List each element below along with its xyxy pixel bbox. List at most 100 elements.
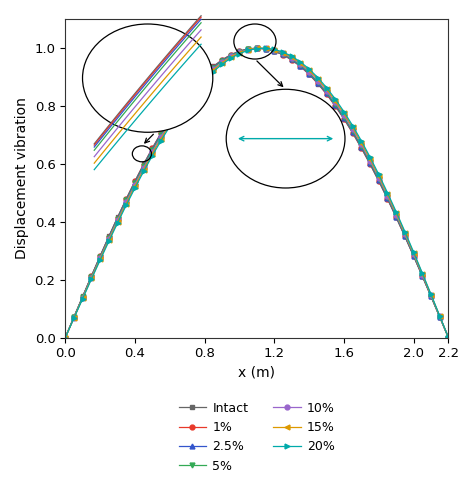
20%: [367, 154, 373, 160]
10%: [428, 292, 434, 298]
Line: 10%: 10%: [63, 46, 451, 340]
2.5%: [384, 195, 390, 201]
15%: [228, 54, 234, 60]
15%: [358, 140, 364, 146]
Intact: [315, 80, 320, 87]
Line: 2.5%: 2.5%: [63, 46, 451, 340]
2.5%: [123, 197, 129, 203]
10%: [132, 182, 138, 188]
5%: [97, 254, 103, 260]
Intact: [289, 57, 294, 63]
5%: [341, 114, 347, 120]
2.5%: [446, 334, 451, 341]
10%: [176, 107, 182, 113]
2.5%: [324, 90, 329, 96]
5%: [71, 314, 77, 320]
Intact: [280, 52, 286, 58]
5%: [123, 198, 129, 204]
2.5%: [341, 115, 347, 121]
10%: [184, 95, 190, 101]
5%: [402, 232, 408, 238]
15%: [263, 45, 268, 51]
10%: [324, 88, 329, 94]
5%: [289, 56, 294, 62]
5%: [298, 62, 303, 68]
2.5%: [176, 104, 182, 110]
Intact: [176, 103, 182, 109]
5%: [411, 252, 417, 258]
1%: [341, 116, 347, 122]
Line: 15%: 15%: [63, 46, 451, 340]
1%: [358, 145, 364, 151]
15%: [184, 96, 190, 102]
Intact: [193, 80, 199, 87]
15%: [272, 47, 277, 53]
20%: [358, 138, 364, 144]
10%: [123, 199, 129, 205]
10%: [446, 334, 451, 341]
10%: [419, 272, 425, 278]
2.5%: [89, 274, 94, 280]
2.5%: [115, 215, 120, 221]
2.5%: [350, 129, 356, 135]
1%: [80, 294, 85, 300]
5%: [228, 53, 234, 59]
15%: [71, 315, 77, 321]
Intact: [254, 45, 260, 51]
Intact: [141, 161, 146, 167]
5%: [263, 46, 268, 52]
20%: [63, 334, 68, 341]
15%: [384, 191, 390, 197]
1%: [428, 293, 434, 299]
20%: [306, 66, 312, 72]
5%: [437, 314, 443, 320]
5%: [280, 51, 286, 57]
20%: [237, 51, 242, 57]
5%: [89, 274, 94, 280]
20%: [167, 123, 173, 129]
2.5%: [437, 314, 443, 320]
10%: [350, 126, 356, 132]
Intact: [167, 116, 173, 122]
10%: [272, 47, 277, 53]
1%: [228, 52, 234, 58]
15%: [367, 156, 373, 162]
1%: [393, 214, 399, 220]
1%: [254, 45, 260, 51]
Intact: [428, 293, 434, 299]
5%: [315, 79, 320, 85]
2.5%: [315, 80, 320, 86]
15%: [254, 45, 260, 51]
20%: [280, 49, 286, 55]
Intact: [132, 178, 138, 184]
5%: [306, 70, 312, 76]
1%: [149, 145, 155, 151]
20%: [246, 47, 251, 53]
10%: [210, 66, 216, 72]
Line: 1%: 1%: [63, 46, 451, 340]
2.5%: [289, 56, 294, 62]
15%: [393, 210, 399, 216]
15%: [237, 50, 242, 56]
20%: [123, 202, 129, 208]
5%: [358, 143, 364, 149]
1%: [306, 71, 312, 77]
5%: [202, 73, 208, 79]
2.5%: [158, 131, 164, 137]
15%: [289, 54, 294, 60]
5%: [193, 82, 199, 88]
15%: [210, 67, 216, 73]
1%: [367, 161, 373, 167]
5%: [254, 45, 260, 51]
5%: [393, 213, 399, 219]
Intact: [202, 71, 208, 77]
1%: [419, 273, 425, 279]
10%: [341, 112, 347, 118]
15%: [97, 256, 103, 262]
Intact: [384, 196, 390, 202]
10%: [263, 45, 268, 51]
2.5%: [71, 314, 77, 320]
15%: [80, 295, 85, 301]
15%: [158, 136, 164, 142]
Y-axis label: Displacement vibration: Displacement vibration: [15, 98, 29, 260]
